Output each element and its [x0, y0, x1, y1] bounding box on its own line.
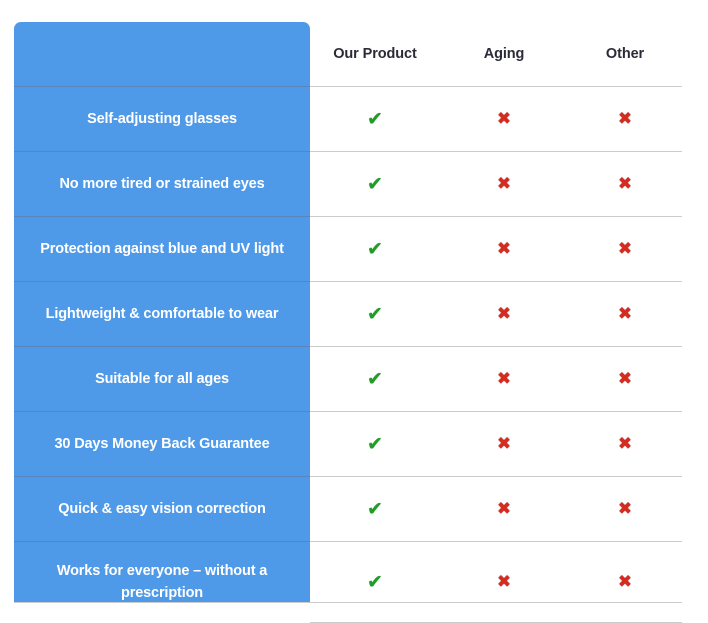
other-cell: ✖	[568, 411, 682, 477]
table-row: Lightweight & comfortable to wear ✔ ✖ ✖	[14, 281, 682, 347]
check-mark-icon: ✔	[367, 432, 383, 455]
cross-mark-icon: ✖	[496, 368, 512, 389]
our-product-cell: ✔	[310, 476, 440, 542]
feature-label: Suitable for all ages	[95, 371, 229, 387]
cross-mark-icon: ✖	[617, 498, 633, 519]
table-row: Self-adjusting glasses ✔ ✖ ✖	[14, 86, 682, 152]
feature-label: No more tired or strained eyes	[59, 176, 265, 192]
cross-mark-icon: ✖	[496, 173, 512, 194]
check-mark-icon: ✔	[367, 107, 383, 130]
our-product-cell: ✔	[310, 281, 440, 347]
column-header-aging-label: Aging	[483, 46, 525, 62]
our-product-cell: ✔	[310, 151, 440, 217]
other-cell: ✖	[568, 86, 682, 152]
feature-label: Works for everyone – without a prescript…	[56, 563, 268, 602]
column-header-our-product: Our Product	[310, 22, 440, 87]
table-body: Self-adjusting glasses ✔ ✖ ✖ No more tir…	[14, 86, 682, 623]
feature-cell: Protection against blue and UV light	[14, 216, 310, 282]
our-product-cell: ✔	[310, 411, 440, 477]
check-mark-icon: ✔	[367, 172, 383, 195]
aging-cell: ✖	[440, 476, 568, 542]
cross-mark-icon: ✖	[496, 108, 512, 129]
table-bottom-divider	[14, 602, 682, 603]
feature-cell: Lightweight & comfortable to wear	[14, 281, 310, 347]
table-row: 30 Days Money Back Guarantee ✔ ✖ ✖	[14, 411, 682, 477]
check-mark-icon: ✔	[367, 237, 383, 260]
other-cell: ✖	[568, 216, 682, 282]
table-row: Works for everyone – without a prescript…	[14, 541, 682, 623]
column-header-other-label: Other	[605, 46, 645, 62]
aging-cell: ✖	[440, 86, 568, 152]
our-product-cell: ✔	[310, 346, 440, 412]
cross-mark-icon: ✖	[617, 173, 633, 194]
product-comparison-table: Our Product Aging Other Self-adjusting g…	[14, 22, 682, 623]
table-row: Protection against blue and UV light ✔ ✖…	[14, 216, 682, 282]
feature-cell: No more tired or strained eyes	[14, 151, 310, 217]
cross-mark-icon: ✖	[617, 368, 633, 389]
cross-mark-icon: ✖	[496, 498, 512, 519]
our-product-cell: ✔	[310, 216, 440, 282]
aging-cell: ✖	[440, 216, 568, 282]
cross-mark-icon: ✖	[496, 433, 512, 454]
feature-cell: Works for everyone – without a prescript…	[14, 542, 310, 623]
table-row: No more tired or strained eyes ✔ ✖ ✖	[14, 151, 682, 217]
other-cell: ✖	[568, 151, 682, 217]
check-mark-icon: ✔	[367, 367, 383, 390]
feature-cell: Self-adjusting glasses	[14, 86, 310, 152]
feature-label: Protection against blue and UV light	[40, 241, 284, 257]
feature-cell: 30 Days Money Back Guarantee	[14, 411, 310, 477]
other-cell: ✖	[568, 346, 682, 412]
cross-mark-icon: ✖	[617, 303, 633, 324]
other-cell: ✖	[568, 476, 682, 542]
aging-cell: ✖	[440, 151, 568, 217]
feature-label: Quick & easy vision correction	[58, 501, 266, 517]
other-cell: ✖	[568, 281, 682, 347]
cross-mark-icon: ✖	[496, 238, 512, 259]
cross-mark-icon: ✖	[617, 108, 633, 129]
feature-cell: Suitable for all ages	[14, 346, 310, 412]
cross-mark-icon: ✖	[617, 571, 633, 592]
column-header-our-product-label: Our Product	[333, 46, 417, 62]
feature-cell: Quick & easy vision correction	[14, 476, 310, 542]
table-header: Our Product Aging Other	[14, 22, 682, 87]
column-header-feature	[14, 22, 310, 87]
table-header-row: Our Product Aging Other	[14, 22, 682, 87]
check-mark-icon: ✔	[367, 570, 383, 593]
feature-label: Self-adjusting glasses	[87, 111, 237, 127]
check-mark-icon: ✔	[367, 497, 383, 520]
other-cell: ✖	[568, 541, 682, 623]
table-row: Suitable for all ages ✔ ✖ ✖	[14, 346, 682, 412]
cross-mark-icon: ✖	[496, 571, 512, 592]
column-header-aging: Aging	[440, 22, 568, 87]
feature-label: 30 Days Money Back Guarantee	[54, 436, 270, 452]
our-product-cell: ✔	[310, 541, 440, 623]
aging-cell: ✖	[440, 281, 568, 347]
our-product-cell: ✔	[310, 86, 440, 152]
aging-cell: ✖	[440, 411, 568, 477]
cross-mark-icon: ✖	[496, 303, 512, 324]
check-mark-icon: ✔	[367, 302, 383, 325]
cross-mark-icon: ✖	[617, 238, 633, 259]
feature-label: Lightweight & comfortable to wear	[45, 306, 279, 322]
aging-cell: ✖	[440, 541, 568, 623]
column-header-other: Other	[568, 22, 682, 87]
table-row: Quick & easy vision correction ✔ ✖ ✖	[14, 476, 682, 542]
cross-mark-icon: ✖	[617, 433, 633, 454]
aging-cell: ✖	[440, 346, 568, 412]
